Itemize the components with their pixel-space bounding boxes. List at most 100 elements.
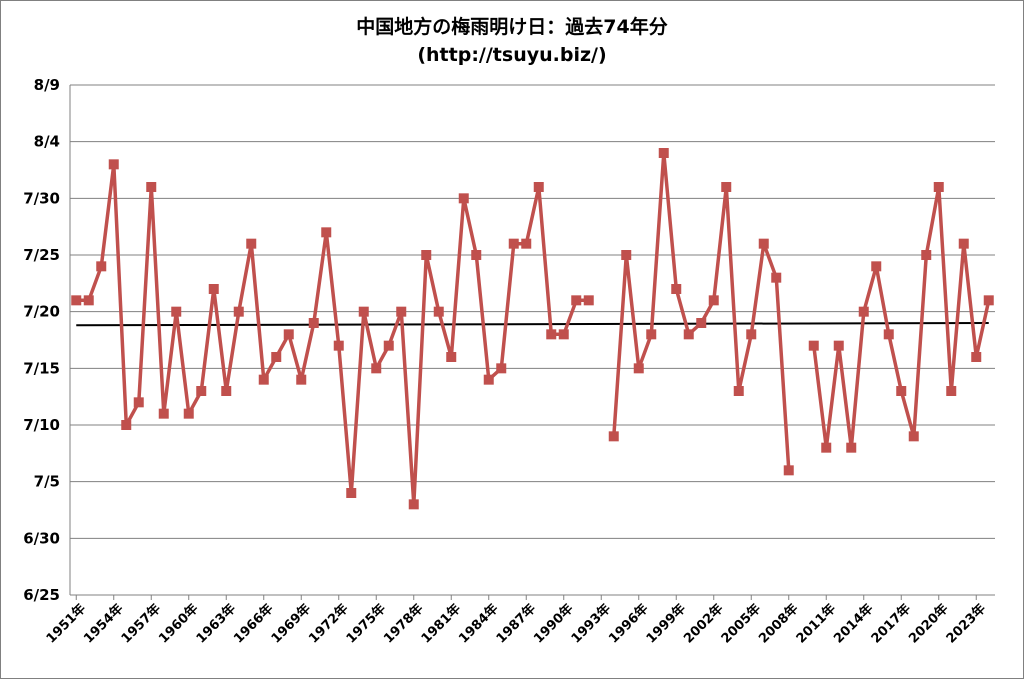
data-point-1983: 1983: 7/25 (471, 250, 482, 260)
data-point-1989: 1989: 7/18 (546, 329, 557, 340)
data-point-1999: 1999: 7/22 (671, 284, 682, 294)
data-point-1985: 1985: 7/15 (496, 363, 507, 374)
data-point-1964: 1964: 7/20 (233, 306, 244, 317)
data-point-1967: 1967: 7/16 (271, 352, 282, 362)
x-tick-label: 1960年 (155, 601, 201, 647)
data-point-2013: 2013: 7/8 (846, 442, 857, 453)
y-tick-label: 7/20 (23, 303, 60, 321)
data-point-2004: 2004: 7/13 (733, 386, 744, 396)
data-point-1980: 1980: 7/20 (433, 306, 444, 317)
x-tick-label: 1966年 (230, 601, 276, 647)
data-point-1992: 1992: 7/21 (583, 295, 594, 306)
x-tick-label: 1954年 (80, 601, 126, 647)
x-tick-label: 2014年 (830, 601, 876, 647)
y-tick-label: 7/25 (23, 246, 60, 264)
data-point-2011: 2011: 7/8 (821, 442, 832, 453)
x-tick-label: 1963年 (193, 601, 239, 647)
data-point-1972: 1972: 7/17 (333, 340, 344, 351)
data-point-2022: 2022: 7/26 (958, 238, 969, 249)
y-tick-label: 8/4 (34, 133, 60, 151)
data-point-1998: 1998: 8/3 (658, 148, 669, 158)
x-tick-label: 1987年 (493, 601, 539, 647)
y-tick-label: 6/30 (23, 529, 60, 547)
data-point-1975: 1975: 7/15 (371, 363, 382, 374)
x-tick-label: 2017年 (868, 601, 914, 647)
data-point-2018: 2018: 7/9 (908, 431, 919, 442)
x-tick-label: 2020年 (905, 601, 951, 647)
data-point-1951: 1951: 7/21 (71, 295, 82, 306)
data-point-1958: 1958: 7/11 (158, 408, 169, 419)
data-point-1962: 1962: 7/22 (208, 284, 219, 294)
x-tick-label: 2011年 (793, 601, 839, 647)
data-point-1959: 1959: 7/20 (171, 306, 182, 317)
x-tick-label: 1999年 (643, 601, 689, 647)
data-point-2016: 2016: 7/18 (883, 329, 894, 340)
data-point-1966: 1966: 7/14 (258, 374, 269, 385)
data-point-1952: 1952: 7/21 (83, 295, 94, 306)
y-axis: 6/25 6/30 7/5 7/10 7/15 7/20 7/25 7/30 8/4 8/9 (23, 76, 71, 604)
trend-line (76, 322, 989, 327)
data-point-1961: 1961: 7/13 (196, 386, 207, 396)
data-point-2007: 2007: 7/23 (771, 272, 782, 283)
data-point-2024: 2024: 7/21 (983, 295, 994, 306)
data-point-2020: 2020: 7/31 (933, 182, 944, 192)
data-point-2010: 2010: 7/17 (808, 340, 819, 351)
data-point-2021: 2021: 7/13 (946, 386, 957, 396)
data-point-1986: 1986: 7/26 (508, 238, 519, 249)
y-tick-label: 7/5 (34, 473, 60, 491)
y-tick-label: 7/10 (23, 416, 60, 434)
chart-title: 中国地方の梅雨明け日：過去74年分 (356, 16, 668, 38)
data-point-1982: 1982: 7/30 (458, 193, 469, 204)
trend-line-group (76, 322, 989, 327)
chart-subtitle: (http://tsuyu.biz/) (417, 44, 607, 66)
data-point-2014: 2014: 7/20 (858, 306, 869, 317)
x-tick-label: 2008年 (755, 601, 801, 647)
data-point-2003: 2003: 7/31 (721, 182, 732, 192)
data-point-1977: 1977: 7/20 (396, 306, 407, 317)
x-axis: 1951年1954年1957年1960年1963年1966年1969年1972年… (43, 595, 989, 647)
data-point-1953: 1953: 7/24 (96, 261, 107, 272)
x-tick-label: 1972年 (305, 601, 351, 647)
data-point-1957: 1957: 7/31 (146, 182, 157, 192)
data-point-1979: 1979: 7/25 (421, 250, 432, 260)
x-tick-label: 2005年 (718, 601, 764, 647)
x-tick-label: 1996年 (605, 601, 651, 647)
data-point-2005: 2005: 7/18 (746, 329, 757, 340)
x-tick-label: 1978年 (380, 601, 426, 647)
x-tick-label: 1993年 (568, 601, 614, 647)
data-point-1991: 1991: 7/21 (571, 295, 582, 306)
data-point-1969: 1969: 7/14 (296, 374, 307, 385)
data-point-2012: 2012: 7/17 (833, 340, 844, 351)
data-point-1997: 1997: 7/18 (646, 329, 657, 340)
data-point-2023: 2023: 7/16 (971, 352, 982, 362)
data-point-1974: 1974: 7/20 (358, 306, 369, 317)
data-point-1956: 1956: 7/12 (133, 397, 144, 408)
data-point-1955: 1955: 7/10 (121, 420, 132, 430)
data-point-2006: 2006: 7/26 (758, 238, 769, 249)
x-tick-label: 1969年 (268, 601, 314, 647)
y-tick-label: 7/30 (23, 189, 60, 207)
x-tick-label: 1984年 (455, 601, 501, 647)
x-tick-label: 1990年 (530, 601, 576, 647)
data-point-2001: 2001: 7/19 (696, 318, 707, 328)
data-point-1963: 1963: 7/13 (221, 386, 232, 396)
data-point-1973: 1973: 7/4 (346, 488, 357, 498)
y-tick-label: 7/15 (23, 359, 60, 377)
data-point-1968: 1968: 7/18 (283, 329, 294, 340)
data-point-2019: 2019: 7/25 (921, 250, 932, 260)
data-point-1978: 1978: 7/3 (408, 499, 419, 510)
data-point-2008: 2008: 7/6 (783, 465, 794, 476)
data-point-1976: 1976: 7/17 (383, 340, 394, 351)
x-tick-label: 2023年 (943, 601, 989, 647)
data-point-1960: 1960: 7/11 (183, 408, 194, 419)
x-tick-label: 1981年 (418, 601, 464, 647)
data-point-1987: 1987: 7/26 (521, 238, 532, 249)
data-point-1971: 1971: 7/27 (321, 227, 332, 238)
series-group: 1951: 7/211952: 7/21 1953: 7/24 1954: 8/2 1… (71, 148, 994, 510)
data-point-1981: 1981: 7/16 (446, 352, 457, 362)
data-point-2017: 2017: 7/13 (896, 386, 907, 396)
data-point-1984: 1984: 7/14 (483, 374, 494, 385)
data-point-2015: 2015: 7/24 (871, 261, 882, 272)
